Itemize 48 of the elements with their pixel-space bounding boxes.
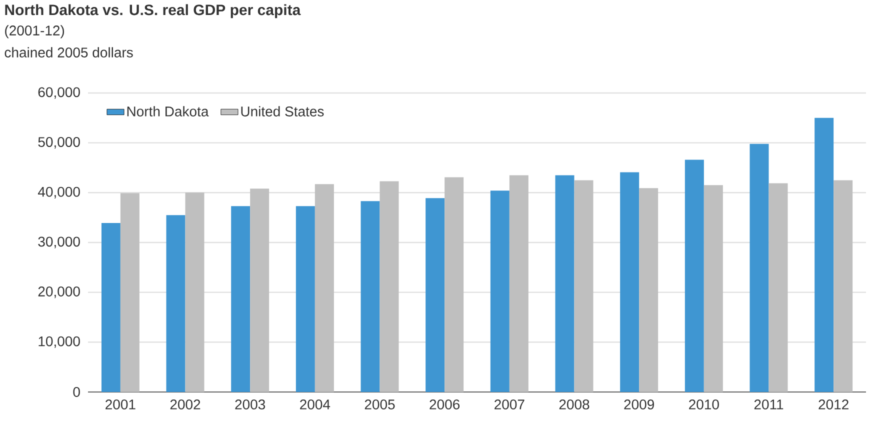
chart-subtitle: (2001-12) <box>5 25 64 38</box>
bar <box>834 180 853 392</box>
x-tick-label: 2004 <box>300 400 330 410</box>
bar <box>185 192 204 392</box>
bar <box>231 206 250 392</box>
y-tick-label: 20,000 <box>38 286 80 298</box>
bar <box>704 185 723 392</box>
bar <box>574 180 594 392</box>
bar <box>555 175 574 392</box>
x-tick-label: 2003 <box>235 400 266 410</box>
x-tick-label: 2002 <box>170 400 200 410</box>
bar <box>509 175 528 392</box>
x-tick-label: 2009 <box>624 400 654 410</box>
y-axis-title: chained 2005 dollars <box>4 47 133 58</box>
bar <box>296 206 315 392</box>
x-tick-label: 2012 <box>818 400 848 410</box>
y-tick-label: 60,000 <box>38 87 80 99</box>
x-tick-label: 2005 <box>364 400 395 410</box>
bar <box>750 144 769 392</box>
y-tick-label: 10,000 <box>38 336 80 348</box>
bar <box>426 198 445 392</box>
bar <box>314 184 334 392</box>
x-tick-label: 2007 <box>494 400 524 410</box>
y-tick-label: 50,000 <box>38 137 80 149</box>
legend-label: North Dakota <box>127 106 209 116</box>
x-tick-label: 2006 <box>430 400 460 410</box>
bar <box>101 223 120 392</box>
legend-label: United States <box>241 106 324 116</box>
y-tick-label: 0 <box>73 387 80 397</box>
chart-title: North Dakota vs. U.S. real GDP per capita <box>5 4 301 18</box>
bar <box>444 177 464 392</box>
x-tick-label: 2010 <box>689 400 719 410</box>
x-tick-label: 2011 <box>754 400 784 410</box>
bar <box>684 160 704 392</box>
y-tick-label: 40,000 <box>38 186 80 198</box>
bar <box>250 188 270 392</box>
bar <box>360 201 380 392</box>
bar <box>814 118 834 392</box>
bar <box>768 183 788 392</box>
bar <box>490 190 510 392</box>
bar <box>639 188 658 392</box>
x-tick-label: 2001 <box>106 400 136 410</box>
bar <box>120 193 140 392</box>
x-tick-label: 2008 <box>559 400 590 410</box>
bar <box>620 172 640 392</box>
bar <box>380 181 399 392</box>
bar <box>166 215 186 392</box>
y-tick-label: 30,000 <box>38 236 80 248</box>
